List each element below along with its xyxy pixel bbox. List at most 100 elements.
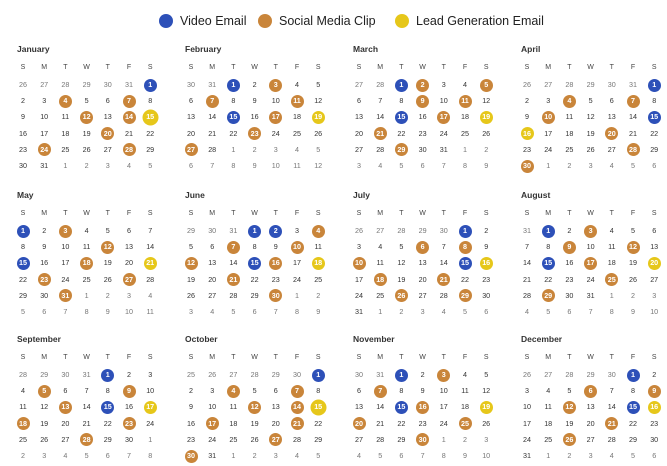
calendar-day[interactable]: 17 [434, 110, 454, 124]
calendar-day[interactable]: 6 [349, 94, 369, 108]
calendar-day[interactable]: 27 [266, 433, 286, 447]
calendar-day[interactable]: 19 [391, 273, 411, 287]
calendar-day[interactable]: 9 [455, 449, 475, 463]
calendar-day[interactable]: 24 [434, 127, 454, 141]
calendar-day[interactable]: 1 [623, 368, 643, 382]
calendar-day[interactable]: 3 [266, 143, 286, 157]
calendar-day[interactable]: 3 [517, 384, 537, 398]
calendar-day[interactable]: 21 [517, 273, 537, 287]
calendar-day[interactable]: 20 [119, 256, 139, 270]
calendar-day[interactable]: 24 [517, 433, 537, 447]
calendar-day[interactable]: 18 [13, 417, 33, 431]
calendar-day[interactable]: 2 [413, 368, 433, 382]
calendar-day[interactable]: 12 [245, 400, 265, 414]
calendar-day[interactable]: 19 [77, 127, 97, 141]
calendar-day[interactable]: 11 [370, 256, 390, 270]
calendar-day[interactable]: 19 [476, 400, 496, 414]
calendar-day[interactable]: 22 [623, 417, 643, 431]
calendar-day[interactable]: 14 [287, 400, 307, 414]
calendar-day[interactable]: 26 [391, 289, 411, 303]
calendar-day[interactable]: 25 [602, 273, 622, 287]
calendar-day[interactable]: 10 [434, 94, 454, 108]
calendar-day[interactable]: 4 [55, 449, 75, 463]
calendar-day[interactable]: 9 [644, 384, 664, 398]
calendar-day[interactable]: 25 [77, 273, 97, 287]
calendar-day[interactable]: 14 [370, 110, 390, 124]
calendar-day[interactable]: 4 [287, 78, 307, 92]
calendar-day[interactable]: 24 [287, 273, 307, 287]
calendar-day[interactable]: 6 [413, 159, 433, 173]
calendar-day[interactable]: 13 [98, 110, 118, 124]
calendar-day[interactable]: 6 [119, 224, 139, 238]
calendar-day[interactable]: 19 [245, 417, 265, 431]
calendar-day[interactable]: 30 [644, 433, 664, 447]
calendar-day[interactable]: 4 [559, 94, 579, 108]
calendar-day[interactable]: 30 [287, 368, 307, 382]
calendar-day[interactable]: 24 [140, 417, 160, 431]
calendar-day[interactable]: 17 [266, 110, 286, 124]
calendar-day[interactable]: 30 [559, 289, 579, 303]
calendar-day[interactable]: 7 [287, 384, 307, 398]
calendar-day[interactable]: 2 [77, 159, 97, 173]
calendar-day[interactable]: 24 [538, 143, 558, 157]
calendar-day[interactable]: 6 [413, 240, 433, 254]
calendar-day[interactable]: 8 [602, 305, 622, 319]
calendar-day[interactable]: 1 [223, 143, 243, 157]
calendar-day[interactable]: 29 [581, 78, 601, 92]
calendar-day[interactable]: 2 [559, 449, 579, 463]
calendar-day[interactable]: 9 [308, 305, 328, 319]
calendar-day[interactable]: 4 [287, 449, 307, 463]
calendar-day[interactable]: 27 [202, 289, 222, 303]
calendar-day[interactable]: 6 [202, 240, 222, 254]
calendar-day[interactable]: 11 [455, 94, 475, 108]
calendar-day[interactable]: 7 [370, 384, 390, 398]
calendar-day[interactable]: 20 [266, 417, 286, 431]
calendar-day[interactable]: 12 [308, 94, 328, 108]
calendar-day[interactable]: 29 [266, 368, 286, 382]
calendar-day[interactable]: 27 [349, 78, 369, 92]
calendar-day[interactable]: 2 [476, 224, 496, 238]
calendar-day[interactable]: 27 [602, 143, 622, 157]
calendar-day[interactable]: 25 [13, 433, 33, 447]
calendar-day[interactable]: 20 [55, 417, 75, 431]
calendar-day[interactable]: 15 [644, 110, 664, 124]
calendar-day[interactable]: 11 [308, 240, 328, 254]
calendar-day[interactable]: 23 [476, 273, 496, 287]
calendar-day[interactable]: 7 [55, 305, 75, 319]
calendar-day[interactable]: 11 [559, 110, 579, 124]
calendar-day[interactable]: 5 [623, 159, 643, 173]
calendar-day[interactable]: 18 [77, 256, 97, 270]
calendar-day[interactable]: 1 [538, 224, 558, 238]
calendar-day[interactable]: 7 [119, 94, 139, 108]
calendar-day[interactable]: 7 [581, 305, 601, 319]
calendar-day[interactable]: 6 [266, 384, 286, 398]
calendar-day[interactable]: 12 [559, 400, 579, 414]
calendar-day[interactable]: 7 [202, 159, 222, 173]
calendar-day[interactable]: 17 [538, 127, 558, 141]
calendar-day[interactable]: 29 [181, 224, 201, 238]
calendar-day[interactable]: 29 [391, 143, 411, 157]
calendar-day[interactable]: 25 [370, 289, 390, 303]
calendar-day[interactable]: 20 [644, 256, 664, 270]
calendar-day[interactable]: 9 [476, 240, 496, 254]
calendar-day[interactable]: 23 [181, 433, 201, 447]
calendar-day[interactable]: 6 [245, 305, 265, 319]
calendar-day[interactable]: 3 [202, 384, 222, 398]
calendar-day[interactable]: 5 [370, 449, 390, 463]
calendar-day[interactable]: 17 [349, 273, 369, 287]
calendar-day[interactable]: 27 [370, 224, 390, 238]
calendar-day[interactable]: 3 [119, 289, 139, 303]
calendar-day[interactable]: 21 [370, 417, 390, 431]
calendar-day[interactable]: 29 [77, 78, 97, 92]
calendar-day[interactable]: 18 [602, 256, 622, 270]
calendar-day[interactable]: 27 [55, 433, 75, 447]
calendar-day[interactable]: 5 [140, 159, 160, 173]
calendar-day[interactable]: 3 [476, 433, 496, 447]
calendar-day[interactable]: 2 [13, 94, 33, 108]
calendar-day[interactable]: 1 [140, 433, 160, 447]
calendar-day[interactable]: 10 [266, 159, 286, 173]
calendar-day[interactable]: 4 [602, 159, 622, 173]
calendar-day[interactable]: 15 [538, 256, 558, 270]
calendar-day[interactable]: 5 [476, 368, 496, 382]
calendar-day[interactable]: 4 [140, 289, 160, 303]
